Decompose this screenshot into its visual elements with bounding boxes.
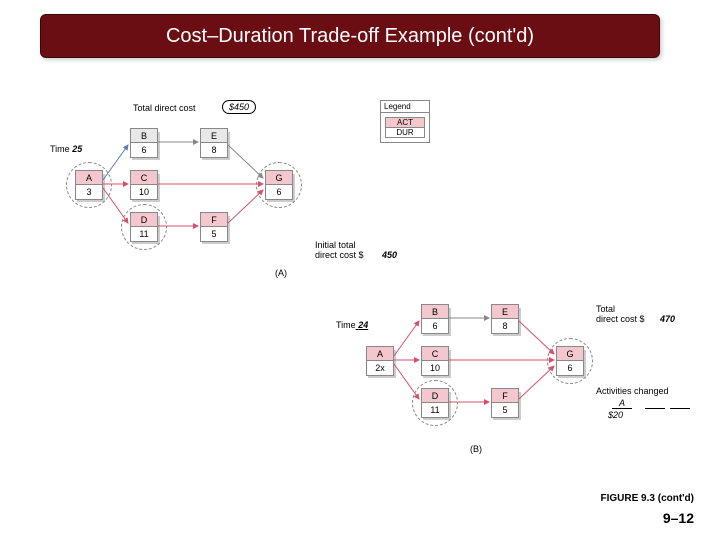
blank-1 [645,408,665,409]
title-text: Cost–Duration Trade-off Example (cont'd) [166,25,534,48]
circle-a-D [121,204,167,250]
total-cost-value-a: $450 [222,100,256,114]
time-label-b: Time 24 [336,320,368,330]
total-cost-label-b: Total direct cost $ [596,304,645,324]
figure-caption: FIGURE 9.3 (cont'd) [601,493,695,504]
time-label-a: Time 25 [50,144,82,154]
panel-label-a: (A) [275,268,287,278]
circle-a-G [256,162,302,208]
node-a-C: C 10 [130,170,158,200]
node-a-E: E 8 [200,128,228,158]
node-b-A: A 2x [366,346,394,376]
node-a-B: B 6 [130,128,158,158]
circle-b-G [547,338,593,384]
node-b-E: E 8 [491,304,519,334]
node-b-C: C 10 [421,346,449,376]
node-b-B: B 6 [421,304,449,334]
initial-cost-label: Initial total direct cost $ [315,240,364,260]
legend-dur: DUR [386,128,424,137]
activities-changed-label: Activities changed [596,386,669,396]
blank-2 [670,408,690,409]
node-b-F: F 5 [491,388,519,418]
node-a-F: F 5 [200,212,228,242]
panel-label-b: (B) [470,444,482,454]
circle-b-D [412,380,458,426]
arrows-svg [0,0,720,540]
page-number: 9–12 [663,510,694,526]
activity-changed-cost: $20 [608,410,623,420]
initial-cost-value: 450 [382,250,397,260]
legend-title: Legend [381,101,429,113]
total-cost-value-b: 470 [660,314,675,324]
legend-box: Legend ACT DUR [380,100,430,143]
title-bar: Cost–Duration Trade-off Example (cont'd) [40,14,660,58]
legend-act: ACT [386,118,424,128]
activity-changed-name: A [612,398,632,409]
total-cost-label-a: Total direct cost [133,103,196,113]
circle-a-A [66,162,112,208]
